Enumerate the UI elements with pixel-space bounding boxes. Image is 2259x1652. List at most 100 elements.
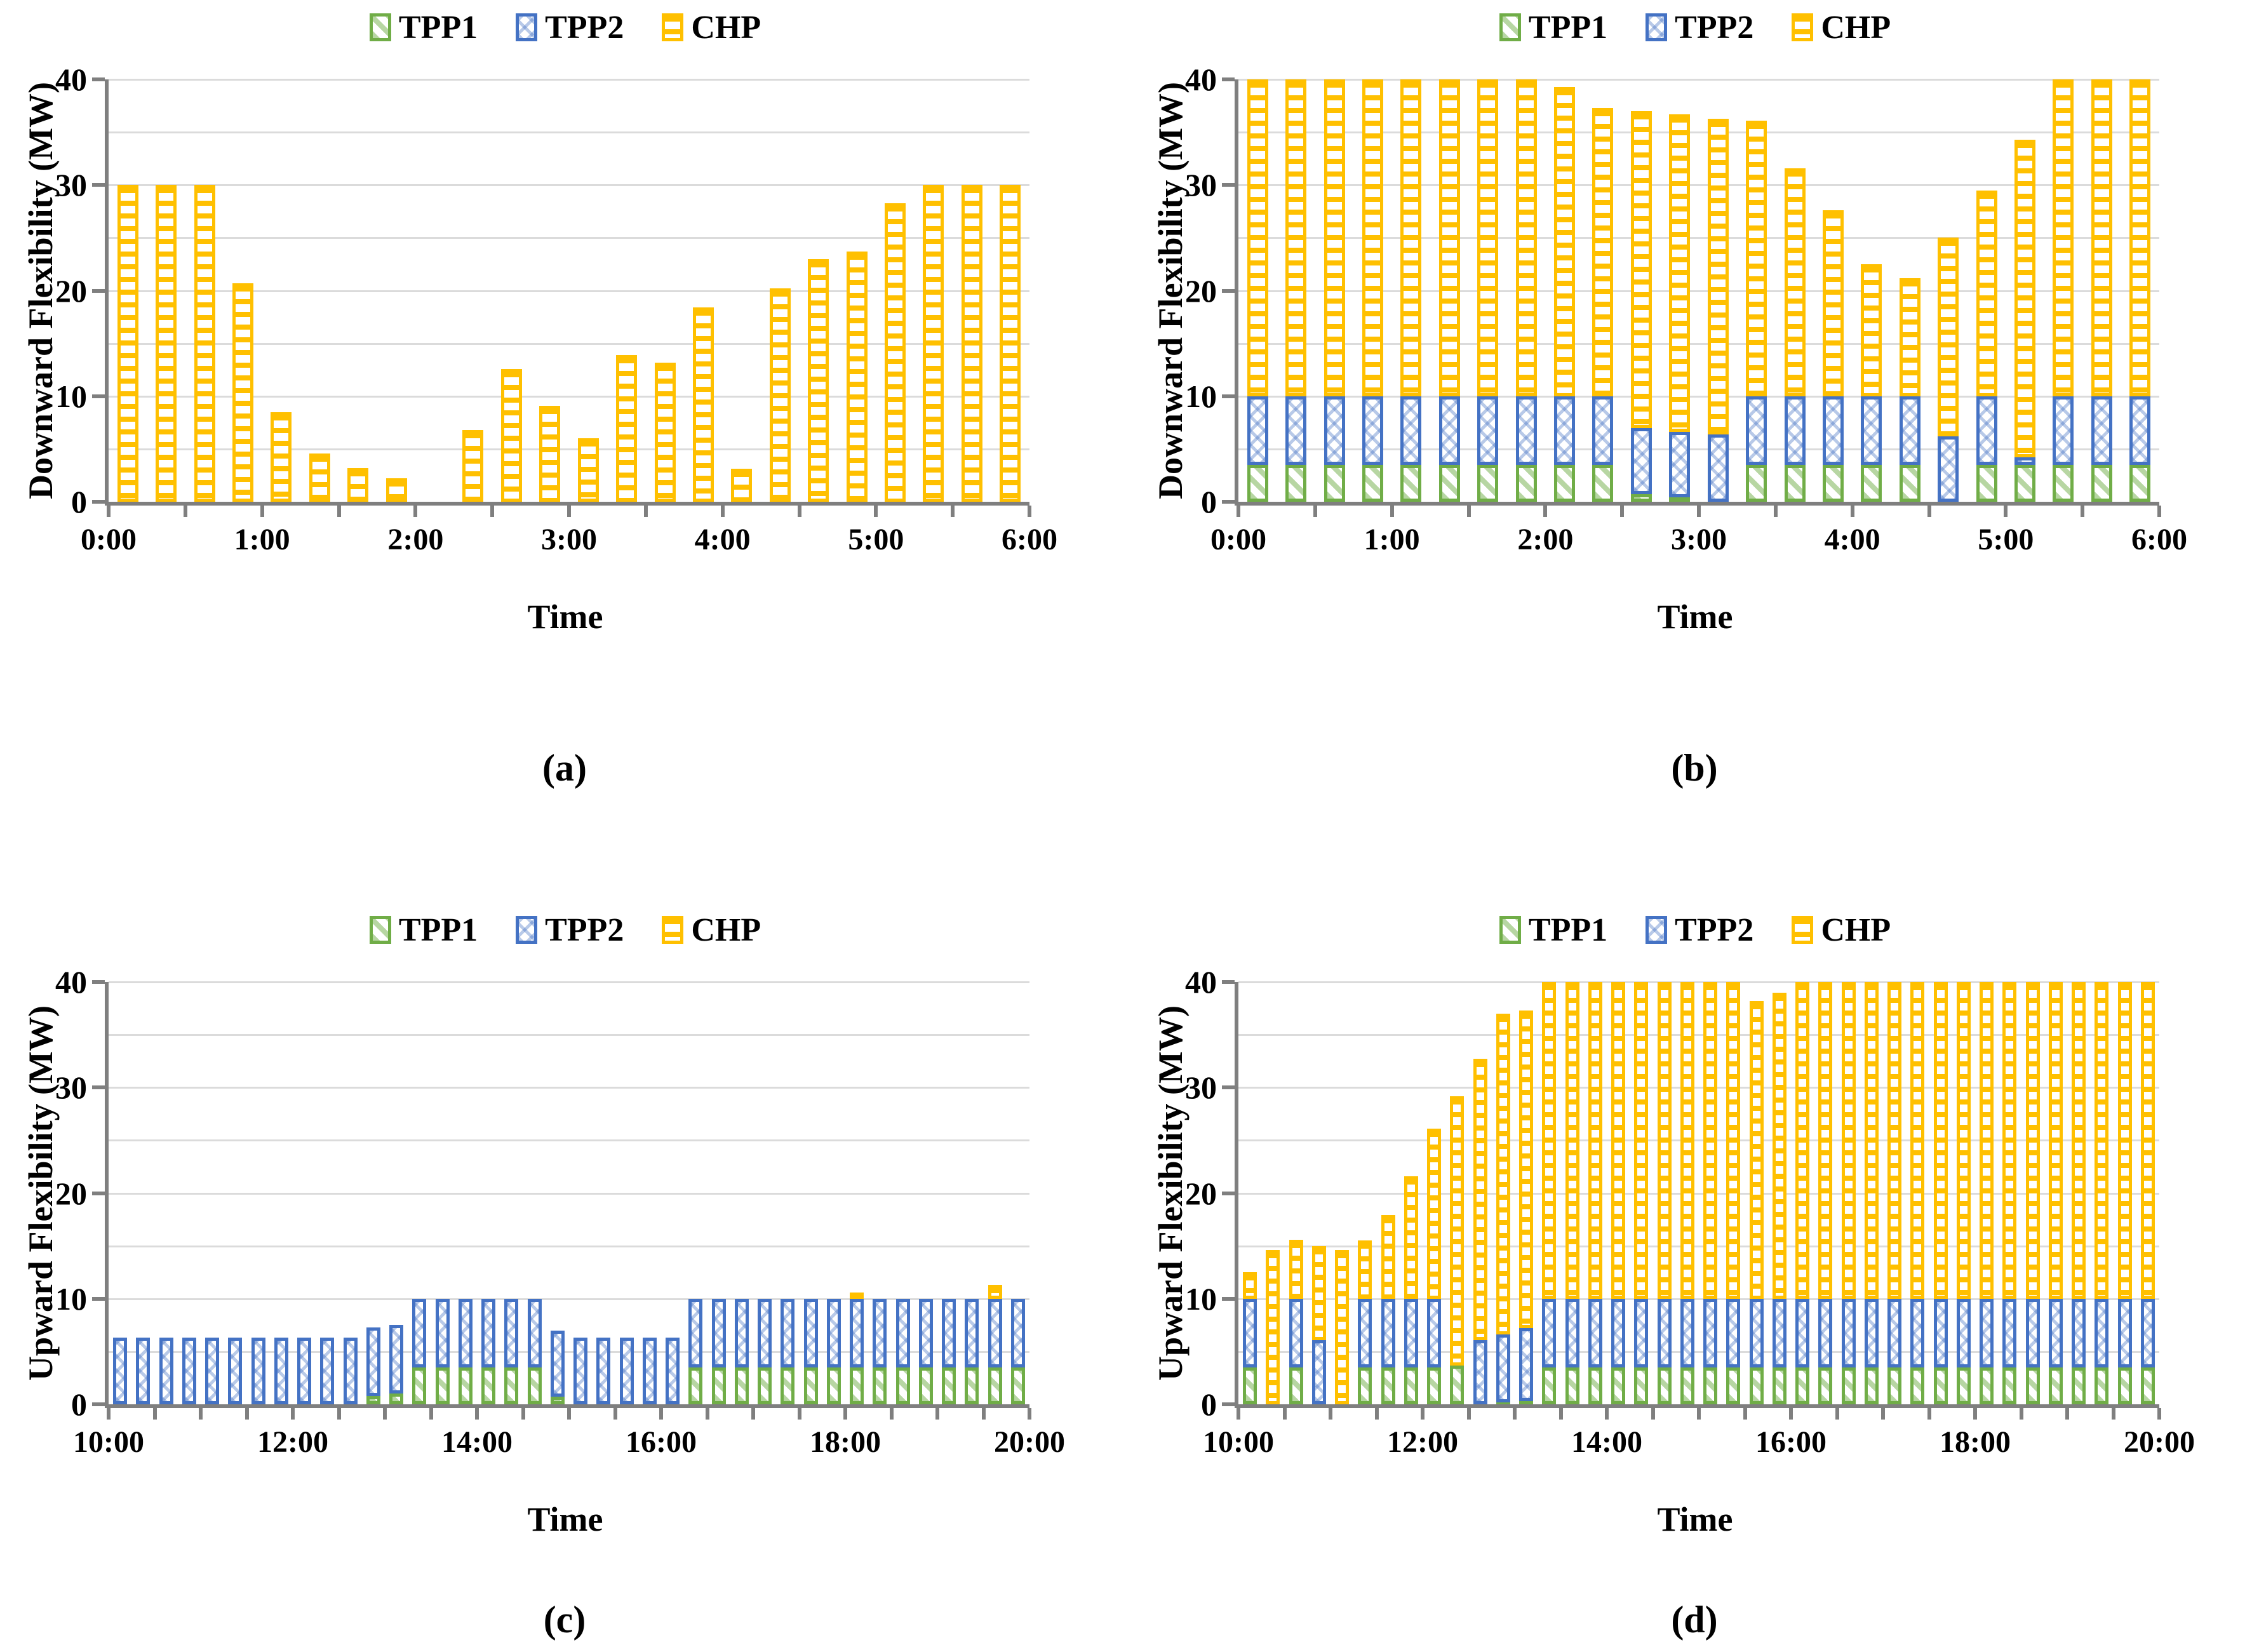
bar-13:00-tpp2 xyxy=(389,1325,404,1394)
bar-19:00-tpp2 xyxy=(2072,1298,2086,1367)
y-tick-label: 0 xyxy=(71,1387,87,1422)
y-tick-label: 20 xyxy=(55,1175,87,1211)
bar-13:30-tpp2 xyxy=(1565,1298,1579,1367)
y-tick-mark xyxy=(92,1296,105,1301)
bar-4:00-tpp1 xyxy=(1861,464,1882,502)
y-tick-mark xyxy=(92,980,105,984)
bar-0:15-tpp1 xyxy=(1285,464,1307,502)
bar-4:15-tpp1 xyxy=(1899,464,1920,502)
bar-10:00-tpp2 xyxy=(1243,1298,1257,1367)
y-tick-label: 0 xyxy=(71,484,87,520)
legend-swatch-tpp1-icon xyxy=(1499,13,1521,41)
bar-11:45-tpp1 xyxy=(1404,1367,1418,1404)
bar-5:45-tpp2 xyxy=(2129,396,2151,465)
bar-19:00-tpp2 xyxy=(942,1298,956,1367)
bar-13:00-tpp1 xyxy=(389,1393,404,1404)
bar-10:00-tpp2 xyxy=(113,1338,128,1404)
x-tick-mark xyxy=(1651,1408,1655,1420)
bar-14:30-tpp2 xyxy=(1657,1298,1672,1367)
bar-16:15-tpp2 xyxy=(1818,1298,1833,1367)
y-tick-label: 40 xyxy=(1185,964,1217,1000)
bar-1:00-tpp2 xyxy=(1400,396,1422,465)
y-tick-mark xyxy=(1222,980,1235,984)
plot-area: 0 10 20 30 40 0:00 1:00 2:00 3:00 4:00 5:00 6:00 xyxy=(55,62,1057,556)
bar-15:45-tpp1 xyxy=(1772,1367,1786,1404)
bar-14:30-chp xyxy=(1657,982,1672,1299)
x-tick-mark xyxy=(843,1408,847,1420)
gridline-40 xyxy=(1238,981,2159,983)
bar-17:30-tpp1 xyxy=(1933,1367,1948,1404)
y-tick-label: 20 xyxy=(1185,1175,1217,1211)
y-tick-mark xyxy=(1222,500,1235,504)
bar-17:00-tpp2 xyxy=(1887,1298,1902,1367)
x-tick-label: 20:00 xyxy=(994,1425,1065,1459)
x-tick-label: 4:00 xyxy=(694,523,751,556)
bar-13:00-chp xyxy=(1519,1010,1534,1329)
bar-11:45-tpp2 xyxy=(1404,1298,1418,1367)
bar-4:15-tpp2 xyxy=(1899,396,1920,465)
x-tick-mark xyxy=(1028,506,1031,517)
x-axis-title: Time xyxy=(1657,1500,1733,1538)
bar-0:00-chp xyxy=(117,185,138,502)
y-tick-label: 10 xyxy=(1185,378,1217,414)
bar-16:30-tpp2 xyxy=(711,1298,726,1367)
legend-label: TPP2 xyxy=(1675,9,1754,46)
chart-upward-flexibility-left: TPP1 TPP2 CHP Upward Flexibility (MW) 0 10 2… xyxy=(0,826,1129,1652)
legend: TPP1 TPP2 CHP xyxy=(105,4,1026,51)
bar-15:30-tpp2 xyxy=(619,1338,634,1404)
legend-item-tpp1: TPP1 xyxy=(1499,911,1607,949)
legend-item-tpp2: TPP2 xyxy=(516,911,624,949)
bar-3:30-chp xyxy=(654,362,676,502)
gridline-20 xyxy=(109,1192,1029,1195)
y-tick-label: 40 xyxy=(55,964,87,1000)
bar-0:00-tpp1 xyxy=(1247,464,1268,502)
bar-18:00-tpp1 xyxy=(1980,1367,1994,1404)
bar-14:45-chp xyxy=(1680,982,1694,1299)
y-tick-label: 0 xyxy=(1201,1387,1217,1422)
bar-1:00-tpp1 xyxy=(1400,464,1422,502)
gridline-5 xyxy=(109,1350,1029,1353)
bar-18:00-tpp2 xyxy=(1980,1298,1994,1367)
bar-15:30-tpp1 xyxy=(1749,1367,1764,1404)
legend-swatch-chp-icon xyxy=(662,916,684,944)
bar-13:15-tpp2 xyxy=(1542,1298,1557,1367)
x-tick-label: 3:00 xyxy=(1671,523,1727,556)
gridline-25 xyxy=(1238,1139,2159,1142)
bar-11:45-tpp2 xyxy=(274,1338,288,1404)
bar-18:00-tpp2 xyxy=(850,1298,864,1367)
bar-14:00-tpp1 xyxy=(1611,1367,1626,1404)
legend-swatch-chp-icon xyxy=(662,13,684,41)
legend: TPP1 TPP2 CHP xyxy=(1235,906,2155,953)
legend-item-tpp2: TPP2 xyxy=(1646,911,1753,949)
bar-15:45-chp xyxy=(1772,992,1786,1299)
legend-label: TPP2 xyxy=(545,9,624,46)
bar-0:00-tpp2 xyxy=(1247,396,1268,465)
bar-19:15-chp xyxy=(2095,982,2109,1299)
x-tick-mark xyxy=(337,1408,341,1420)
legend-label: TPP1 xyxy=(398,9,478,46)
y-tick-label: 10 xyxy=(55,1280,87,1317)
bar-17:30-tpp2 xyxy=(803,1298,818,1367)
y-tick-label: 20 xyxy=(1185,272,1217,309)
bar-18:45-chp xyxy=(2048,982,2063,1299)
plot-area: 0 10 20 30 40 10:00 12:00 14:00 16:00 18:00 20:00 xyxy=(1185,964,2195,1459)
legend-swatch-tpp1-icon xyxy=(1499,916,1521,944)
legend-item-chp: CHP xyxy=(662,9,761,46)
x-tick-label: 18:00 xyxy=(810,1425,881,1459)
bar-10:00-tpp1 xyxy=(1243,1367,1257,1404)
bar-3:15-tpp1 xyxy=(1746,464,1767,502)
bar-2:00-tpp2 xyxy=(1554,396,1576,465)
bar-18:30-tpp1 xyxy=(895,1367,910,1404)
bar-3:30-tpp2 xyxy=(1784,396,1806,465)
bar-1:45-chp xyxy=(385,478,407,502)
bar-16:15-tpp2 xyxy=(688,1298,703,1367)
bar-15:30-tpp2 xyxy=(1749,1298,1764,1367)
bar-13:45-tpp1 xyxy=(458,1367,473,1404)
x-tick-mark xyxy=(1559,1408,1563,1420)
bar-16:30-tpp2 xyxy=(1841,1298,1856,1367)
legend: TPP1 TPP2 CHP xyxy=(105,906,1026,953)
x-tick-mark xyxy=(2111,1408,2115,1420)
bar-1:30-tpp2 xyxy=(1477,396,1499,465)
bar-2:15-chp xyxy=(462,429,484,502)
x-tick-label: 0:00 xyxy=(81,523,137,556)
